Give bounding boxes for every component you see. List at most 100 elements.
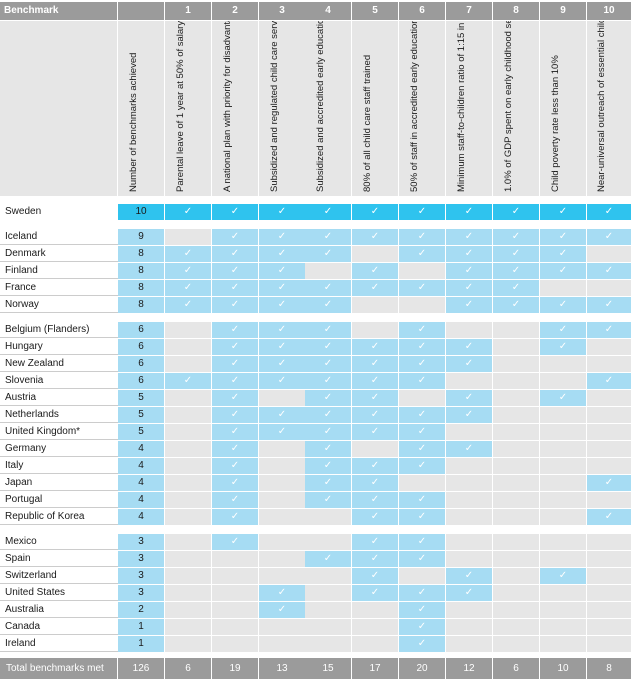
check-mark-cell: ✓ [352, 407, 398, 423]
check-icon: ✓ [323, 494, 333, 505]
check-icon: ✓ [558, 392, 568, 403]
empty-cell [165, 424, 211, 440]
description-text: Parental leave of 1 year at 50% of salar… [175, 21, 186, 192]
benchmark-count: 6 [118, 373, 164, 389]
empty-cell [212, 602, 258, 618]
country-name: United States [0, 585, 118, 601]
check-mark-cell: ✓ [259, 407, 305, 423]
benchmark-count: 3 [118, 585, 164, 601]
check-icon: ✓ [604, 511, 614, 522]
check-icon: ✓ [277, 206, 287, 217]
check-mark-cell: ✓ [259, 424, 305, 440]
check-mark-cell: ✓ [540, 322, 586, 338]
empty-cell [259, 475, 305, 491]
empty-cell [165, 475, 211, 491]
check-icon: ✓ [464, 409, 474, 420]
check-icon: ✓ [370, 553, 380, 564]
benchmark-count: 8 [118, 297, 164, 313]
check-mark-cell: ✓ [305, 229, 351, 245]
empty-cell [165, 407, 211, 423]
check-mark-cell: ✓ [446, 229, 492, 245]
check-mark-cell: ✓ [352, 551, 398, 567]
empty-cell [540, 475, 586, 491]
check-mark-cell: ✓ [352, 373, 398, 389]
check-mark-cell: ✓ [305, 322, 351, 338]
empty-cell [587, 339, 631, 355]
check-icon: ✓ [230, 265, 240, 276]
check-icon: ✓ [464, 282, 474, 293]
check-mark-cell: ✓ [399, 280, 445, 296]
empty-cell [493, 585, 539, 601]
empty-cell [305, 602, 351, 618]
check-icon: ✓ [511, 282, 521, 293]
check-icon: ✓ [277, 358, 287, 369]
check-mark-cell: ✓ [165, 263, 211, 279]
empty-cell [493, 568, 539, 584]
check-mark-cell: ✓ [212, 246, 258, 262]
country-name: Iceland [0, 229, 118, 245]
check-icon: ✓ [277, 231, 287, 242]
empty-cell [259, 390, 305, 406]
country-row: France 8 ✓ ✓ ✓ ✓ ✓ ✓ ✓ ✓ [0, 280, 631, 297]
description-count: Number of benchmarks achieved [118, 21, 164, 196]
total-benchmark-9: 10 [540, 658, 586, 679]
description-text: A national plan with priority for disadv… [222, 21, 233, 192]
empty-cell [165, 509, 211, 525]
empty-cell [493, 390, 539, 406]
check-icon: ✓ [370, 426, 380, 437]
check-mark-cell: ✓ [493, 229, 539, 245]
check-mark-cell: ✓ [493, 263, 539, 279]
country-name: Italy [0, 458, 118, 474]
check-icon: ✓ [323, 477, 333, 488]
total-benchmark-7: 12 [446, 658, 492, 679]
check-icon: ✓ [604, 206, 614, 217]
empty-cell [352, 619, 398, 635]
empty-cell [587, 407, 631, 423]
check-mark-cell: ✓ [540, 297, 586, 313]
benchmark-count: 5 [118, 424, 164, 440]
description-benchmark-1: Parental leave of 1 year at 50% of salar… [165, 21, 211, 196]
check-icon: ✓ [604, 299, 614, 310]
empty-cell [259, 636, 305, 652]
check-icon: ✓ [604, 477, 614, 488]
description-text: 50% of staff in accredited early educati… [409, 21, 420, 192]
check-icon: ✓ [417, 248, 427, 259]
check-icon: ✓ [323, 460, 333, 471]
empty-cell [352, 636, 398, 652]
empty-cell [540, 373, 586, 389]
check-icon: ✓ [277, 324, 287, 335]
header-benchmark-10: 10 [587, 2, 631, 20]
check-mark-cell: ✓ [259, 204, 305, 220]
check-icon: ✓ [370, 282, 380, 293]
benchmark-count: 2 [118, 602, 164, 618]
total-benchmark-10: 8 [587, 658, 631, 679]
country-name: Canada [0, 619, 118, 635]
check-icon: ✓ [370, 570, 380, 581]
check-icon: ✓ [370, 409, 380, 420]
check-icon: ✓ [230, 248, 240, 259]
empty-cell [259, 534, 305, 550]
empty-cell [165, 619, 211, 635]
check-icon: ✓ [183, 248, 193, 259]
empty-cell [165, 568, 211, 584]
check-mark-cell: ✓ [212, 263, 258, 279]
check-mark-cell: ✓ [305, 356, 351, 372]
check-icon: ✓ [370, 265, 380, 276]
empty-cell [493, 356, 539, 372]
check-icon: ✓ [370, 494, 380, 505]
check-icon: ✓ [464, 392, 474, 403]
country-row: Hungary 6 ✓ ✓ ✓ ✓ ✓ ✓ ✓ [0, 339, 631, 356]
empty-cell [587, 585, 631, 601]
check-mark-cell: ✓ [399, 322, 445, 338]
check-mark-cell: ✓ [352, 509, 398, 525]
check-mark-cell: ✓ [352, 204, 398, 220]
empty-cell [540, 492, 586, 508]
check-icon: ✓ [464, 231, 474, 242]
check-icon: ✓ [464, 358, 474, 369]
check-icon: ✓ [417, 324, 427, 335]
check-mark-cell: ✓ [399, 585, 445, 601]
check-mark-cell: ✓ [587, 204, 631, 220]
check-icon: ✓ [230, 324, 240, 335]
empty-cell [446, 373, 492, 389]
